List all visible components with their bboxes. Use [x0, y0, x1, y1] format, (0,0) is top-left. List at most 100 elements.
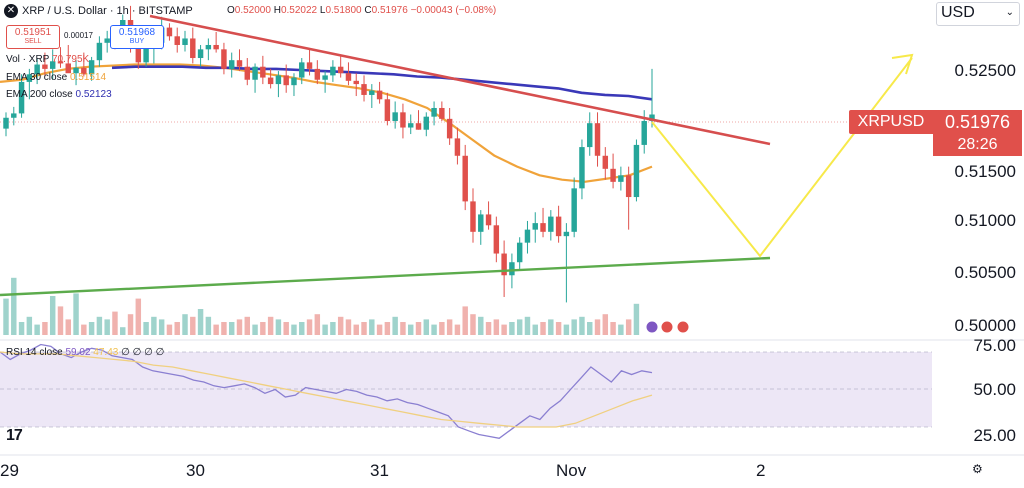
- volume-bar: [57, 306, 64, 335]
- volume-bar: [236, 319, 243, 335]
- price-axis-label: 0.51500: [954, 162, 1016, 181]
- candle-body: [470, 201, 476, 232]
- buy-button[interactable]: 0.51968 BUY: [110, 25, 164, 49]
- volume-bar: [439, 322, 445, 335]
- volume-bar: [563, 324, 570, 335]
- volume-bar: [524, 316, 531, 335]
- candle-body: [462, 155, 468, 202]
- volume-bar: [532, 324, 538, 335]
- volume-bar: [353, 324, 359, 335]
- candle-body: [361, 84, 367, 95]
- volume-legend[interactable]: Vol · XRP 70.795K: [6, 54, 90, 65]
- candle-body: [563, 231, 570, 237]
- volume-bar: [221, 322, 227, 335]
- volume-bar: [275, 319, 282, 335]
- flag-event-icon: [676, 320, 690, 334]
- volume-bar: [11, 277, 17, 335]
- candle-body: [649, 114, 655, 122]
- volume-bar: [213, 324, 219, 335]
- x-icon: ✕: [4, 4, 18, 18]
- volume-bar: [361, 322, 367, 335]
- price-axis-label: 0.50000: [954, 316, 1016, 335]
- candle-body: [353, 80, 359, 85]
- candle-body: [548, 216, 554, 232]
- price-tag-value: 0.51976: [933, 110, 1022, 134]
- volume-bar: [345, 319, 352, 335]
- gear-icon[interactable]: ⚙: [972, 462, 983, 476]
- candle-body: [618, 175, 624, 182]
- candle-body: [228, 60, 235, 69]
- candle-body: [11, 113, 17, 118]
- volume-bar: [3, 298, 9, 335]
- volume-bar: [135, 298, 142, 335]
- currency-selector[interactable]: USD ⌄: [936, 2, 1020, 26]
- volume-bar: [610, 322, 616, 335]
- volume-bar: [337, 316, 344, 335]
- volume-bar: [493, 319, 500, 335]
- chevron-down-icon: ⌄: [1005, 7, 1014, 18]
- volume-bar: [400, 322, 406, 335]
- candle-body: [540, 223, 546, 232]
- volume-bar: [446, 319, 453, 335]
- candle-body: [337, 66, 344, 74]
- volume-bar: [314, 314, 321, 335]
- volume-bar: [96, 316, 103, 335]
- candle-body: [26, 74, 33, 82]
- candle-body: [88, 60, 95, 75]
- volume-bar: [571, 319, 577, 335]
- rsi-line: [0, 343, 653, 439]
- candle-body: [579, 147, 585, 189]
- volume-bar: [485, 322, 492, 335]
- volume-bar: [267, 316, 274, 335]
- candle-body: [415, 123, 422, 130]
- volume-bar: [197, 309, 204, 335]
- volume-bar: [478, 316, 484, 335]
- volume-bar: [548, 319, 554, 335]
- ema200-legend[interactable]: EMA 200 close 0.52123: [6, 89, 112, 100]
- candle-body: [182, 38, 188, 45]
- buy-price: 0.51968: [118, 27, 156, 38]
- tradingview-logo[interactable]: 17: [6, 427, 23, 444]
- volume-bar: [127, 314, 134, 335]
- candle-body: [400, 112, 406, 128]
- candle-body: [633, 144, 640, 198]
- candle-body: [532, 223, 538, 230]
- candle-body: [345, 73, 352, 81]
- volume-bar: [369, 319, 375, 335]
- candle-body: [571, 188, 577, 232]
- rsi-legend[interactable]: RSI 14 close 59.02 47.43 ∅ ∅ ∅ ∅: [6, 347, 165, 358]
- volume-bar: [18, 322, 25, 335]
- candle-body: [431, 107, 437, 117]
- bar-countdown: 28:26: [933, 134, 1022, 156]
- volume-bar: [322, 324, 328, 335]
- rsi-axis-label: 25.00: [973, 426, 1016, 445]
- candle-body: [174, 36, 180, 45]
- volume-bar: [88, 322, 95, 335]
- symbol-title[interactable]: XRP / U.S. Dollar · 1h · BITSTAMP: [22, 5, 193, 17]
- candle-body: [143, 47, 149, 63]
- lightning-event-icon: [645, 320, 659, 334]
- price-axis-label: 0.50500: [954, 263, 1016, 282]
- volume-bar: [73, 293, 79, 335]
- candle-body: [407, 123, 414, 128]
- candle-body: [49, 61, 56, 69]
- candle-body: [260, 66, 266, 78]
- candle-body: [236, 60, 243, 67]
- candle-body: [439, 107, 445, 119]
- time-axis-label: 29: [0, 461, 19, 480]
- sell-button[interactable]: 0.51951 SELL: [6, 25, 60, 49]
- volume-bar: [120, 327, 126, 335]
- ema30-legend[interactable]: EMA 30 close 0.51514: [6, 72, 107, 83]
- candle-body: [96, 42, 103, 61]
- candle-body: [478, 214, 484, 232]
- volume-bar: [34, 324, 40, 335]
- candle-body: [376, 90, 383, 100]
- candle-body: [190, 38, 196, 59]
- sell-label: SELL: [24, 38, 42, 45]
- volume-bar: [625, 319, 632, 335]
- ema200-line: [111, 65, 653, 101]
- candle-body: [244, 66, 251, 80]
- volume-bar: [376, 324, 383, 335]
- volume-bar: [260, 322, 266, 335]
